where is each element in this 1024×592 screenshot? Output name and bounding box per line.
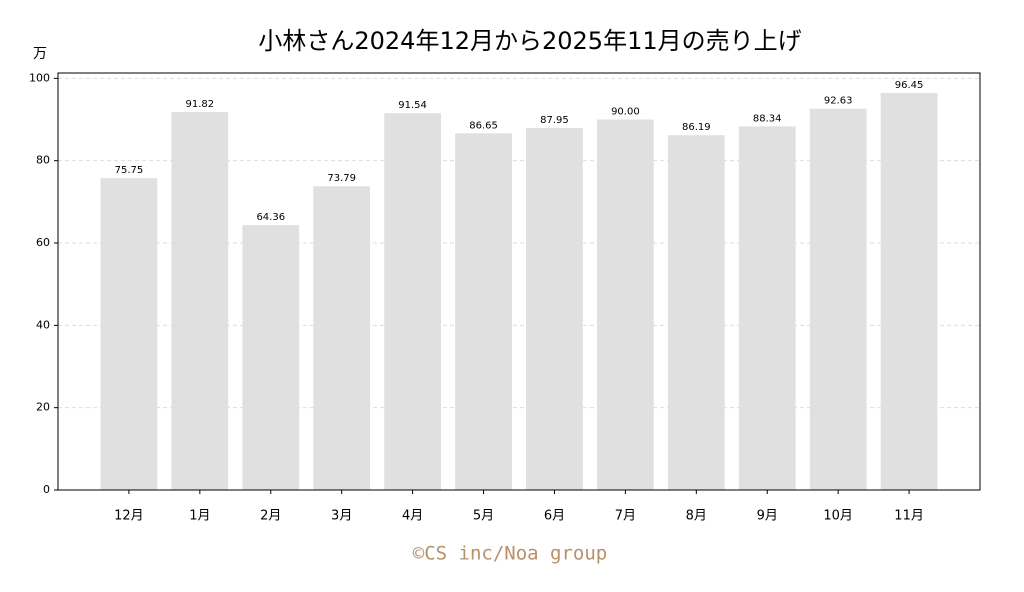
value-label: 90.00 — [611, 107, 640, 118]
bar — [667, 135, 725, 490]
x-tick-label: 4月 — [402, 509, 423, 524]
y-tick-label: 80 — [36, 154, 50, 167]
value-label: 73.79 — [327, 173, 356, 184]
x-tick-label: 10月 — [823, 509, 853, 524]
y-axis-label: 万 — [33, 46, 47, 62]
y-tick-label: 20 — [36, 401, 50, 414]
y-tick-label: 0 — [43, 483, 50, 496]
x-tick-label: 3月 — [331, 509, 352, 524]
x-tick-label: 12月 — [114, 509, 144, 524]
bar — [809, 108, 867, 490]
value-label: 92.63 — [824, 96, 853, 107]
bar — [242, 225, 300, 490]
value-label: 96.45 — [895, 80, 924, 91]
value-label: 91.82 — [186, 99, 215, 110]
bar — [384, 113, 441, 490]
x-tick-label: 1月 — [189, 509, 210, 524]
bar — [597, 119, 654, 490]
x-tick-label: 9月 — [757, 509, 778, 524]
y-tick-label: 60 — [36, 236, 50, 249]
value-label: 91.54 — [398, 100, 427, 111]
x-tick-label: 7月 — [615, 509, 636, 524]
bar — [100, 178, 158, 490]
x-tick-label: 6月 — [544, 509, 565, 524]
value-label: 86.19 — [682, 122, 711, 133]
x-tick-label: 2月 — [260, 509, 281, 524]
bar — [313, 186, 371, 491]
x-tick-label: 8月 — [686, 509, 707, 524]
bar — [526, 127, 583, 491]
bar — [171, 112, 229, 490]
bar — [880, 92, 938, 490]
plot-frame — [57, 72, 981, 491]
x-tick-label: 5月 — [473, 509, 494, 524]
x-tick-label: 11月 — [894, 509, 924, 524]
value-label: 88.34 — [753, 113, 782, 124]
chart-title: 小林さん2024年12月から2025年11月の売り上げ — [258, 27, 801, 55]
bar — [738, 126, 796, 490]
value-label: 75.75 — [115, 165, 144, 176]
footer: ©CS inc/Noa group — [413, 543, 607, 565]
value-label: 87.95 — [540, 115, 569, 126]
bar — [455, 133, 512, 490]
value-label: 64.36 — [256, 212, 285, 223]
value-label: 86.65 — [469, 120, 498, 131]
y-tick-label: 40 — [36, 318, 50, 331]
y-tick-label: 100 — [29, 71, 50, 84]
